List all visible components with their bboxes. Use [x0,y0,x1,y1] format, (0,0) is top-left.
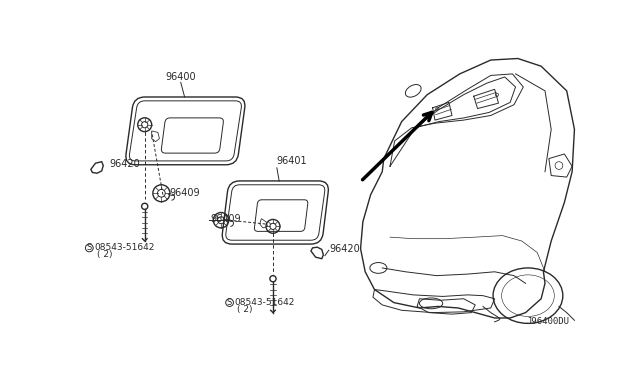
Text: 96420: 96420 [330,244,360,254]
Text: S: S [86,243,92,253]
Text: ( 2): ( 2) [97,250,113,259]
Text: 96420: 96420 [109,159,140,169]
Text: 96400: 96400 [165,71,196,81]
Text: ( 2): ( 2) [237,305,253,314]
Text: J96400DU: J96400DU [527,317,570,326]
Text: S: S [227,298,232,307]
Text: 96409: 96409 [210,214,241,224]
Text: 08543-51642: 08543-51642 [234,298,294,307]
Text: 96409: 96409 [169,188,200,198]
Text: 96401: 96401 [277,156,307,166]
Text: 08543-51642: 08543-51642 [94,243,154,253]
